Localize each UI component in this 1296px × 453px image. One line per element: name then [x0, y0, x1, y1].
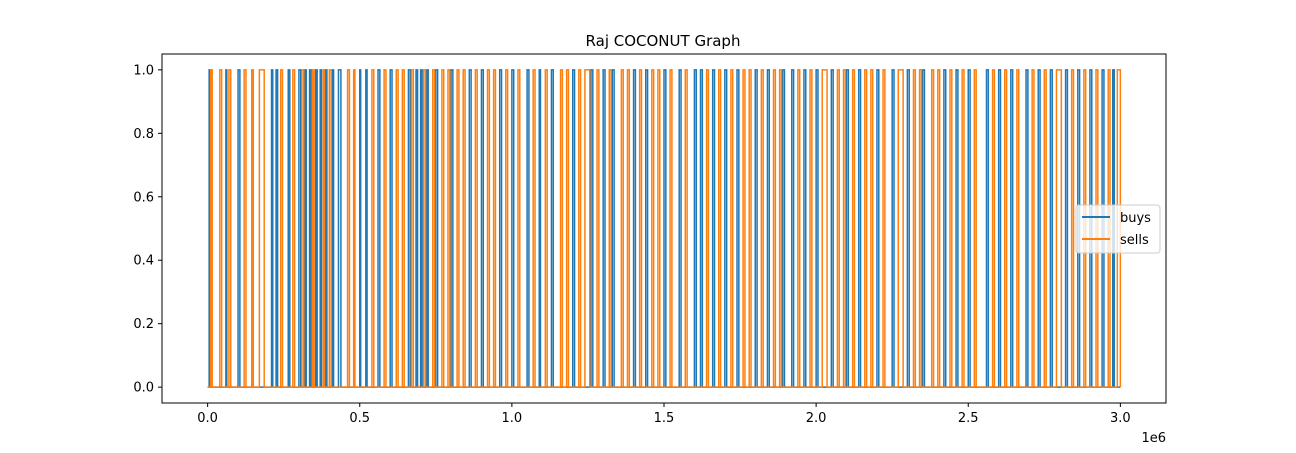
x-tick-label: 1.0: [502, 411, 523, 426]
x-tick-label: 2.5: [958, 411, 979, 426]
x-tick-label: 3.0: [1110, 411, 1131, 426]
y-tick-label: 0.2: [133, 317, 154, 332]
legend-label-sells: sells: [1120, 233, 1149, 248]
x-tick-label: 0.0: [197, 411, 218, 426]
x-tick-label: 2.0: [806, 411, 827, 426]
x-tick-label: 0.5: [349, 411, 370, 426]
legend-label-buys: buys: [1120, 211, 1151, 226]
chart-title: Raj COCONUT Graph: [586, 32, 741, 50]
legend: buys sells: [1075, 204, 1161, 254]
y-tick-label: 0.6: [133, 190, 154, 205]
series-line-buys: [207, 69, 1121, 388]
plot-area: [207, 69, 1122, 388]
y-tick-label: 0.8: [133, 127, 154, 142]
x-tick-label: 1.5: [654, 411, 675, 426]
y-tick-label: 0.0: [133, 381, 154, 396]
y-tick-label: 1.0: [133, 63, 154, 78]
x-axis-offset-label: 1e6: [1141, 431, 1166, 446]
y-tick-label: 0.4: [133, 254, 154, 269]
axes: 0.0 0.5 1.0 1.5 2.0 2.5 3.0 0.0 0.2 0.4 0.6 0.8 1.0: [133, 53, 1167, 426]
series-line-sells: [207, 69, 1122, 388]
